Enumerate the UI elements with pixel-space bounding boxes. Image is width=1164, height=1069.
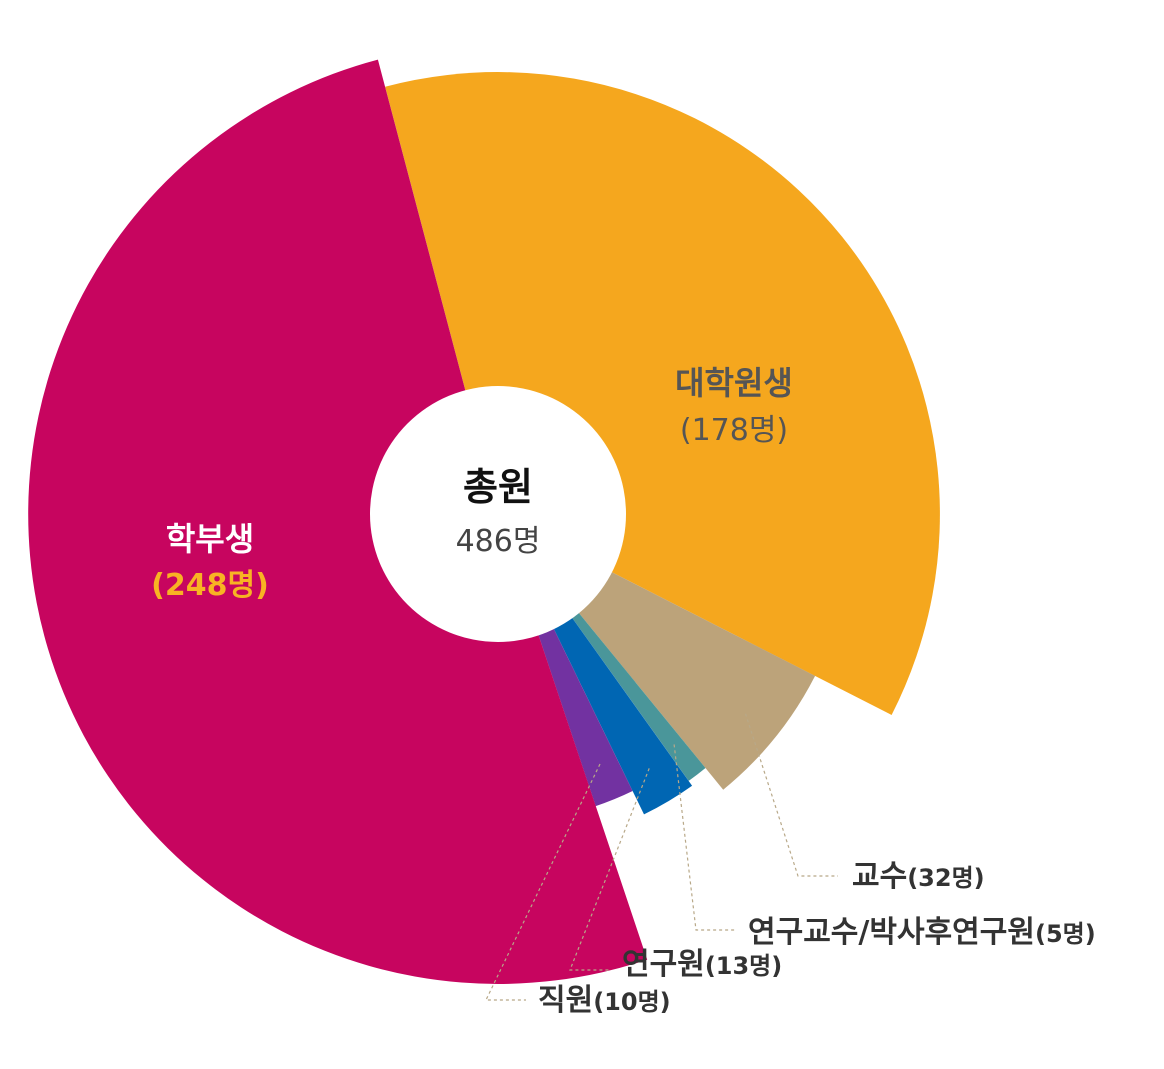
label-undergrads-name: 학부생	[166, 520, 254, 558]
label-undergrads-value: (248명)	[151, 568, 269, 603]
center-total: 486명	[456, 524, 541, 559]
leader-line-professors	[744, 713, 838, 877]
leader-line-staff	[485, 763, 601, 1001]
leader-lines	[485, 713, 838, 1001]
slice-grad-students	[385, 72, 940, 716]
slice-labels: 대학원생 (178명) 학부생 (248명) 교수(32명) 연구교수/박사후연구원(5명…	[151, 364, 1096, 1018]
label-researchers: 연구원(13명)	[622, 947, 782, 982]
label-staff: 직원(10명)	[538, 983, 671, 1018]
chart-slices	[28, 59, 940, 984]
slice-undergrads	[28, 59, 648, 984]
leader-line-researchers	[569, 768, 650, 971]
center-title: 총원	[463, 465, 533, 509]
label-research-profs: 연구교수/박사후연구원(5명)	[748, 915, 1096, 950]
center-hole	[370, 386, 626, 642]
leader-line-research-profs	[673, 744, 736, 931]
label-grad-students-name: 대학원생	[675, 364, 793, 402]
label-professors: 교수(32명)	[852, 859, 985, 894]
label-grad-students-value: (178명)	[680, 413, 788, 448]
